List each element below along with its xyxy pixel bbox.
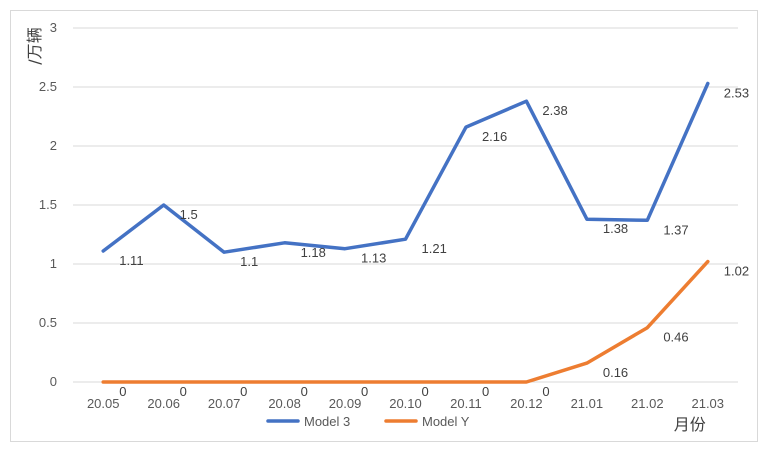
y-tick-label: 1 [50,256,57,271]
y-tick-label: 1.5 [39,197,57,212]
y-tick-label: 3 [50,20,57,35]
data-label: 1.37 [663,222,688,237]
x-axis-ticks: 20.05 20.06 20.07 20.08 20.09 20.10 20.11 20.12… [87,396,724,411]
series-line-2 [101,259,710,384]
chart-frame [10,10,758,442]
x-tick-label: 21.02 [631,396,664,411]
data-label: 2.53 [724,85,749,100]
x-tick-label: 20.12 [510,396,543,411]
y-axis-title: /万辆 [25,27,44,64]
data-label: 0 [542,384,549,399]
legend-label-2: Model Y [422,414,470,429]
data-label: 0 [301,384,308,399]
data-label: 0 [422,384,429,399]
x-tick-label: 21.03 [691,396,724,411]
data-label: 0 [482,384,489,399]
series-line-1 [101,81,710,254]
data-label: 1.13 [361,251,386,266]
legend-label-1: Model 3 [304,414,350,429]
data-label: 0.16 [603,365,628,380]
data-label: 0 [119,384,126,399]
data-label: 0 [361,384,368,399]
data-label: 1.11 [119,253,143,268]
gridlines [73,27,738,383]
data-label: 1.18 [301,245,326,260]
data-label: 1.38 [603,221,628,236]
data-label: 0 [180,384,187,399]
data-label: 1.21 [422,241,447,256]
x-axis-title: 月份 [674,415,706,434]
x-tick-label: 20.10 [389,396,422,411]
legend: Model 3 Model Y [266,414,470,429]
data-label: 1.02 [724,264,749,279]
x-tick-label: 20.07 [208,396,241,411]
data-labels: 1.11 1.5 1.1 1.18 1.13 1.21 2.16 2.38 1.38 1.37 2.… [119,85,749,399]
data-label: 0 [240,384,247,399]
y-axis-ticks: 0 0.5 1 1.5 2 2.5 3 [39,20,57,389]
series-lines [101,81,710,384]
x-tick-label: 20.11 [450,396,482,411]
data-label: 0.46 [663,330,688,345]
y-tick-label: 2 [50,138,57,153]
data-label: 1.1 [240,254,258,269]
x-tick-label: 21.01 [571,396,604,411]
data-label: 1.5 [180,207,198,222]
x-tick-label: 20.05 [87,396,120,411]
data-label: 2.16 [482,129,507,144]
y-tick-label: 0 [50,374,57,389]
x-tick-label: 20.08 [268,396,301,411]
x-tick-label: 20.06 [147,396,180,411]
x-tick-label: 20.09 [329,396,362,411]
y-tick-label: 0.5 [39,315,57,330]
y-tick-label: 2.5 [39,79,57,94]
data-label: 2.38 [542,103,567,118]
